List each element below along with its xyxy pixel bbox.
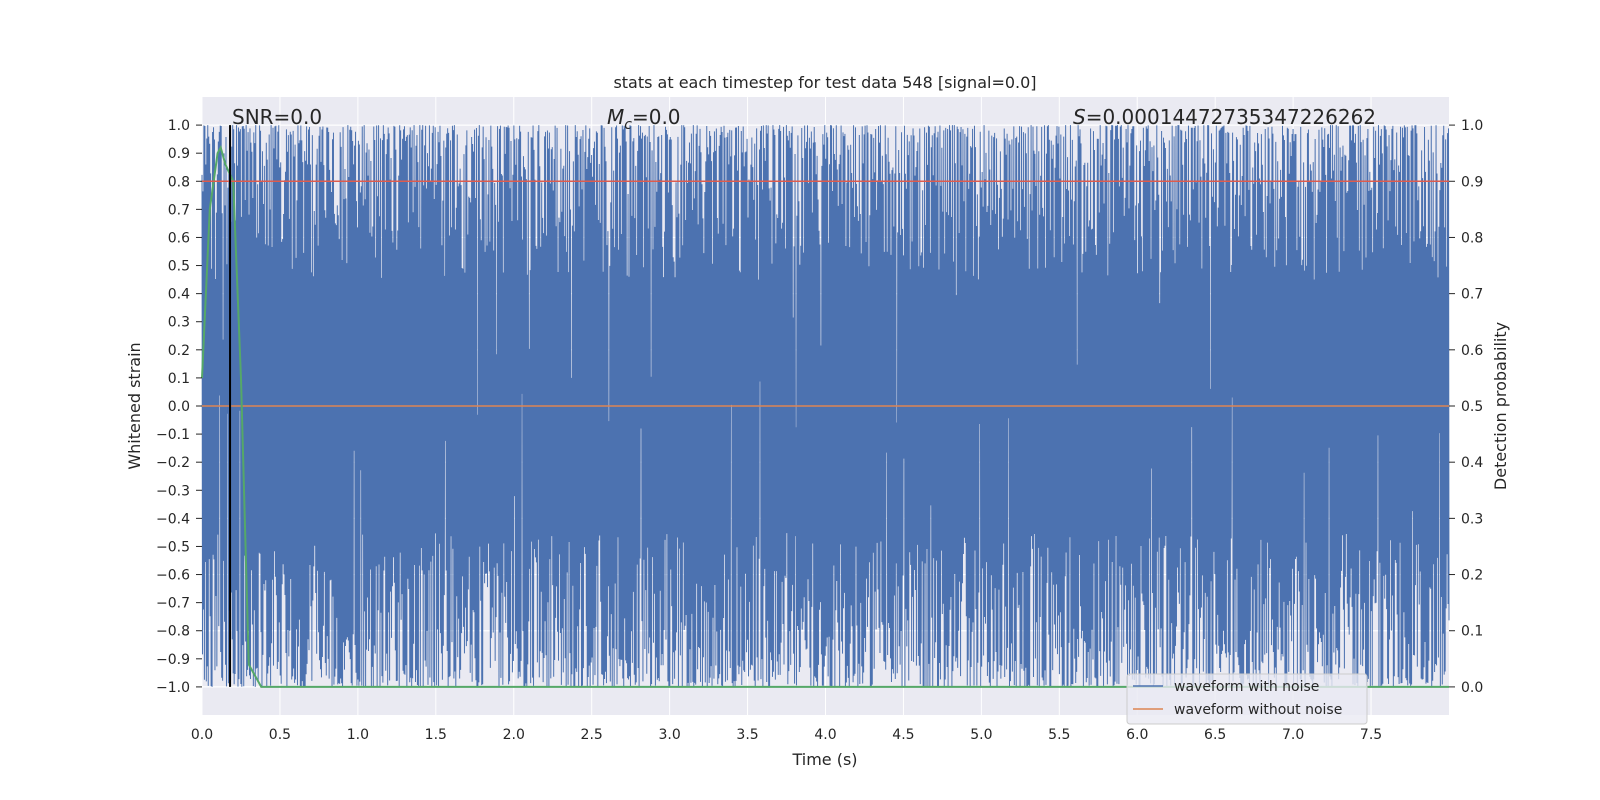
y-tick-label: −0.4 bbox=[156, 511, 190, 527]
s-value: =0.00014472735347226262 bbox=[1086, 105, 1376, 129]
y-tick-label: 0.9 bbox=[168, 146, 190, 162]
y-tick-label: −0.2 bbox=[156, 455, 190, 471]
mc-annotation: Mc=0.0 bbox=[607, 105, 681, 133]
axes: 0.0 0.5 1.0 1.5 2.0 2.5 3.0 3.5 4.0 4.5 5.0 5.5 6.0 6… bbox=[156, 118, 1483, 743]
y-tick-label: 0.5 bbox=[168, 259, 190, 275]
x-tick-label: 7.5 bbox=[1360, 727, 1382, 743]
y-tick-label: 0.0 bbox=[168, 399, 190, 415]
x-tick-label: 2.0 bbox=[503, 727, 525, 743]
y2-tick-label: 0.4 bbox=[1461, 455, 1483, 471]
legend-box bbox=[1126, 673, 1368, 725]
y-tick-label: −0.7 bbox=[156, 596, 190, 612]
x-tick-label: 5.5 bbox=[1048, 727, 1070, 743]
y-tick-label: 0.8 bbox=[168, 174, 190, 190]
y2-tick-label: 0.8 bbox=[1461, 230, 1483, 246]
s-symbol: S bbox=[1073, 105, 1086, 129]
x-tick-label: 6.0 bbox=[1126, 727, 1148, 743]
x-tick-label: 0.0 bbox=[191, 727, 213, 743]
x-tick-label: 0.5 bbox=[269, 727, 291, 743]
y-tick-label: −0.8 bbox=[156, 624, 190, 640]
y-axis-label: Whitened strain bbox=[125, 342, 144, 469]
s-annotation: S=0.00014472735347226262 bbox=[1073, 105, 1376, 129]
y-tick-label: −0.9 bbox=[156, 652, 190, 668]
y2-tick-label: 0.0 bbox=[1461, 680, 1483, 696]
x-tick-label: 2.5 bbox=[581, 727, 603, 743]
y-tick-label: −0.5 bbox=[156, 539, 190, 555]
y2-tick-label: 1.0 bbox=[1461, 118, 1483, 134]
snr-annotation: SNR=0.0 bbox=[232, 105, 322, 129]
y-tick-label: −0.1 bbox=[156, 427, 190, 443]
y-tick-label: 0.2 bbox=[168, 343, 190, 359]
x-tick-label: 3.5 bbox=[736, 727, 758, 743]
series-waveform-with-noise bbox=[201, 125, 1450, 687]
x-tick-label: 4.0 bbox=[814, 727, 836, 743]
y-tick-label: 0.1 bbox=[168, 371, 190, 387]
mc-symbol: M bbox=[607, 105, 624, 129]
y-tick-label: −0.3 bbox=[156, 483, 190, 499]
y-tick-label: −1.0 bbox=[156, 680, 190, 696]
legend-label-clean: waveform without noise bbox=[1174, 702, 1342, 718]
y2-tick-label: 0.9 bbox=[1461, 174, 1483, 190]
y2-axis-label: Detection probability bbox=[1491, 322, 1510, 490]
y-tick-label: −0.6 bbox=[156, 568, 190, 584]
series-detection-probability bbox=[201, 144, 1449, 688]
mc-value: =0.0 bbox=[632, 105, 681, 129]
legend: waveform with noise waveform without noi… bbox=[1126, 673, 1368, 725]
y-tick-label: 1.0 bbox=[168, 118, 190, 134]
y-tick-label: 0.4 bbox=[168, 287, 190, 303]
y2-tick-label: 0.3 bbox=[1461, 511, 1483, 527]
chart-title: stats at each timestep for test data 548… bbox=[613, 73, 1036, 92]
y2-tick-label: 0.2 bbox=[1461, 568, 1483, 584]
x-tick-label: 7.0 bbox=[1282, 727, 1304, 743]
x-tick-label: 1.5 bbox=[425, 727, 447, 743]
mc-subscript: c bbox=[624, 117, 632, 133]
x-tick-label: 5.0 bbox=[970, 727, 992, 743]
data-layer bbox=[201, 125, 1450, 688]
x-tick-label: 1.0 bbox=[347, 727, 369, 743]
y2-tick-label: 0.7 bbox=[1461, 287, 1483, 303]
y2-tick-label: 0.1 bbox=[1461, 624, 1483, 640]
y-tick-label: 0.3 bbox=[168, 315, 190, 331]
legend-label-noise: waveform with noise bbox=[1174, 679, 1319, 695]
y-tick-label: 0.7 bbox=[168, 202, 190, 218]
y2-tick-label: 0.6 bbox=[1461, 343, 1483, 359]
x-axis-label: Time (s) bbox=[791, 750, 857, 769]
y-tick-label: 0.6 bbox=[168, 230, 190, 246]
x-tick-label: 6.5 bbox=[1204, 727, 1226, 743]
y2-tick-label: 0.5 bbox=[1461, 399, 1483, 415]
x-tick-label: 4.5 bbox=[892, 727, 914, 743]
x-tick-label: 3.0 bbox=[658, 727, 680, 743]
